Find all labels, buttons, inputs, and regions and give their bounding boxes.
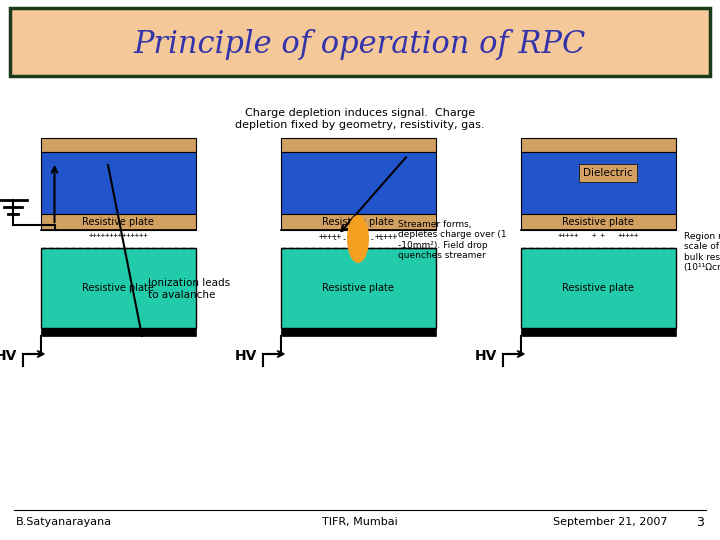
Text: 3: 3 (696, 516, 704, 529)
Bar (521, 152, 675, 214)
Ellipse shape (347, 215, 369, 263)
Bar (40, 138, 196, 152)
Bar (281, 248, 436, 328)
Bar (281, 328, 436, 336)
Text: Resistive plate: Resistive plate (322, 217, 394, 227)
Text: Streamer forms,
depletes charge over (1
-10mm²). Field drop
quenches streamer: Streamer forms, depletes charge over (1 … (398, 220, 507, 260)
Text: Principle of operation of RPC: Principle of operation of RPC (134, 29, 586, 59)
Text: +++++: +++++ (617, 232, 639, 238)
Text: +++++: +++++ (557, 232, 579, 238)
Text: Charge depletion induces signal.  Charge
depletion fixed by geometry, resistivit: Charge depletion induces signal. Charge … (235, 108, 485, 130)
Text: Dielectric: Dielectric (583, 168, 633, 178)
Bar (40, 248, 196, 328)
Text: - - - - - -: - - - - - - (333, 235, 384, 244)
Text: Resistive plate: Resistive plate (322, 283, 394, 293)
Bar (281, 152, 436, 214)
Text: +++++: +++++ (374, 232, 397, 241)
Text: B.Satyanarayana: B.Satyanarayana (16, 517, 112, 527)
Bar (521, 214, 675, 230)
Text: Ionization leads
to avalanche: Ionization leads to avalanche (148, 278, 230, 300)
Bar (521, 328, 675, 336)
Text: Region recharges on
scale of up to sec due to
bulk resistivity
(10¹¹Ωcm): Region recharges on scale of up to sec d… (683, 232, 720, 272)
Text: September 21, 2007: September 21, 2007 (553, 517, 667, 527)
Text: HV: HV (475, 349, 498, 363)
Bar (281, 138, 436, 152)
Bar (521, 248, 675, 328)
Text: ++++++++++++++: ++++++++++++++ (89, 232, 148, 238)
Text: Resistive plate: Resistive plate (82, 283, 154, 293)
Text: Resistive plate: Resistive plate (82, 217, 154, 227)
Text: TIFR, Mumbai: TIFR, Mumbai (322, 517, 398, 527)
Text: + +: + + (592, 232, 604, 238)
Bar (40, 152, 196, 214)
Text: HV: HV (0, 349, 17, 363)
Bar (40, 328, 196, 336)
Text: Resistive plate: Resistive plate (562, 283, 634, 293)
Text: HV: HV (235, 349, 258, 363)
Text: +++++: +++++ (318, 232, 341, 241)
Text: Resistive plate: Resistive plate (562, 217, 634, 227)
Bar (281, 214, 436, 230)
Bar (40, 214, 196, 230)
Bar (10, 8, 710, 76)
Bar (521, 138, 675, 152)
